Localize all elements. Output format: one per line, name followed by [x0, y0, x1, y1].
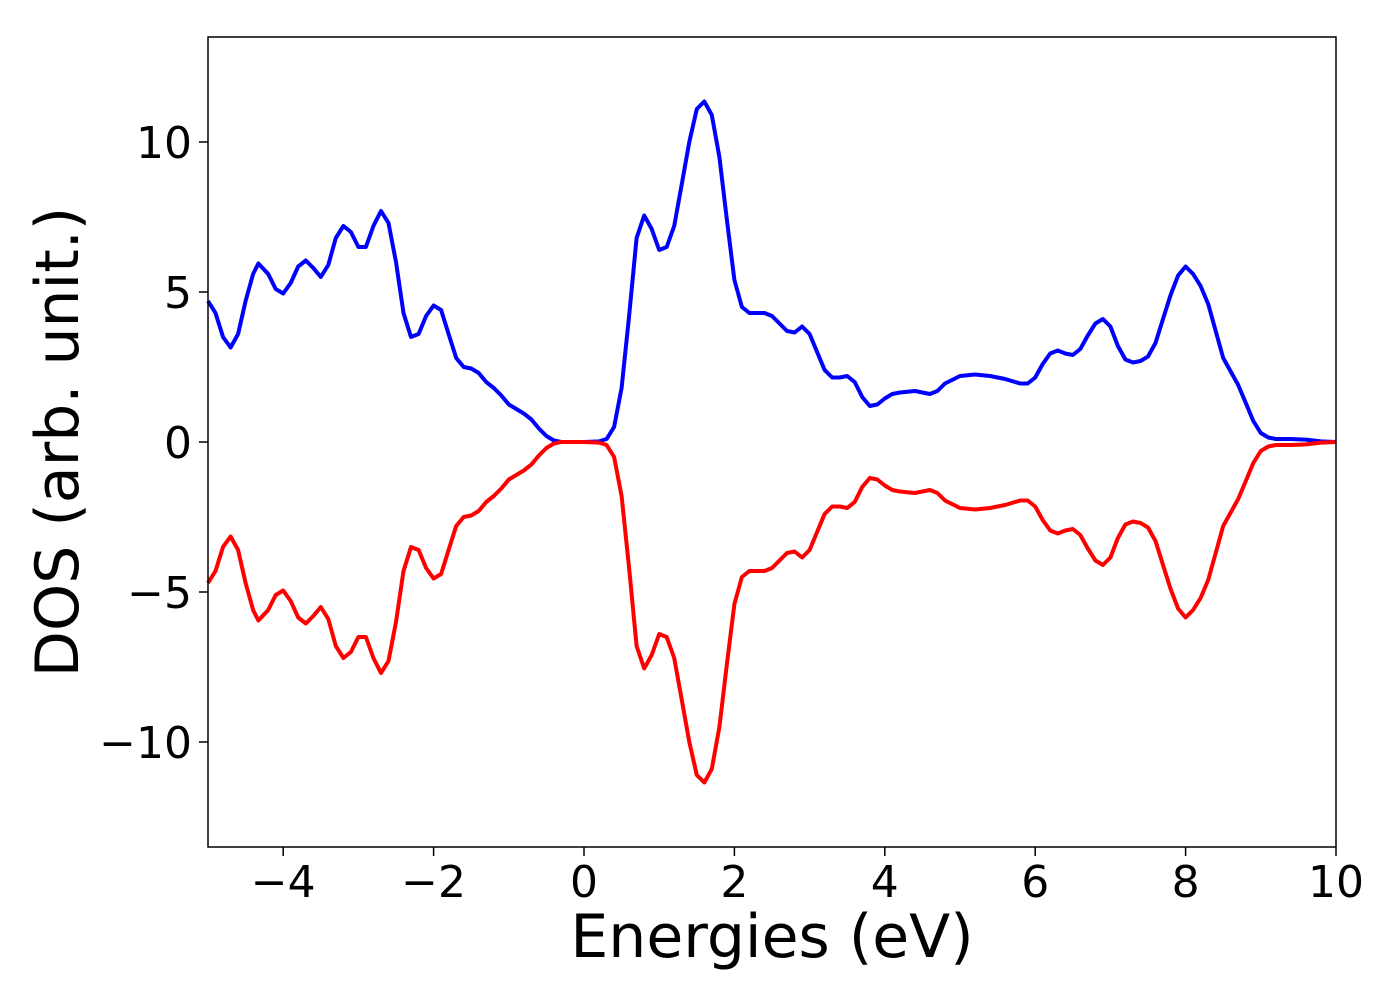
y-axis-ticks: 10 5 0 −5 −10: [99, 118, 208, 769]
y-tick-label: 5: [164, 268, 192, 319]
x-axis-ticks: −4 −2 0 2 4 6 8 10: [251, 847, 1364, 908]
y-tick-label: 10: [136, 118, 192, 169]
x-tick-label: 0: [570, 857, 598, 908]
x-tick-label: 2: [720, 857, 748, 908]
y-tick-label: 0: [164, 418, 192, 469]
y-tick-label: −10: [99, 718, 192, 769]
plot-frame: [207, 36, 1337, 848]
x-tick-label: −4: [251, 857, 316, 908]
series-line-2: [206, 440, 1337, 785]
y-axis-label: DOS (arb. unit.): [23, 207, 93, 677]
x-tick-label: 4: [871, 857, 899, 908]
x-tick-label: 6: [1021, 857, 1049, 908]
x-tick-label: 10: [1308, 857, 1364, 908]
x-tick-label: 8: [1172, 857, 1200, 908]
x-tick-label: −2: [401, 857, 466, 908]
x-axis-label: Energies (eV): [570, 902, 973, 972]
y-tick-label: −5: [127, 568, 192, 619]
series-line-1: [206, 99, 1337, 444]
series-layer: [206, 99, 1337, 785]
